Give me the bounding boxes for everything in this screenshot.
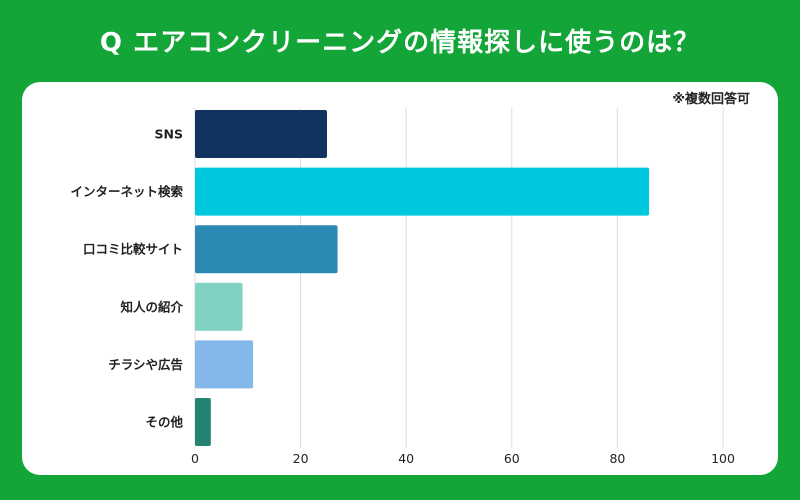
bar bbox=[195, 398, 211, 446]
x-tick-label: 100 bbox=[711, 451, 735, 466]
chart-card: ※複数回答可 bbox=[22, 82, 778, 475]
category-label: チラシや広告 bbox=[108, 357, 183, 372]
page-title: Q エアコンクリーニングの情報探しに使うのは？ bbox=[99, 28, 701, 58]
category-label: 知人の紹介 bbox=[119, 299, 183, 314]
bar bbox=[195, 225, 338, 274]
x-tick-label: 40 bbox=[398, 451, 414, 466]
category-label: SNS bbox=[155, 127, 183, 142]
category-label: 口コミ比較サイト bbox=[83, 242, 183, 257]
bar bbox=[195, 167, 650, 216]
x-tick-label: 80 bbox=[609, 451, 625, 466]
bar bbox=[195, 110, 327, 158]
multiple-answer-note: ※複数回答可 bbox=[672, 92, 750, 107]
x-tick-label: 60 bbox=[504, 451, 520, 466]
bar bbox=[195, 282, 243, 331]
category-label: その他 bbox=[145, 415, 183, 430]
x-tick-label: 20 bbox=[293, 451, 309, 466]
x-tick-label: 0 bbox=[191, 451, 199, 466]
category-label: インターネット検索 bbox=[70, 184, 183, 199]
bar bbox=[195, 340, 254, 389]
